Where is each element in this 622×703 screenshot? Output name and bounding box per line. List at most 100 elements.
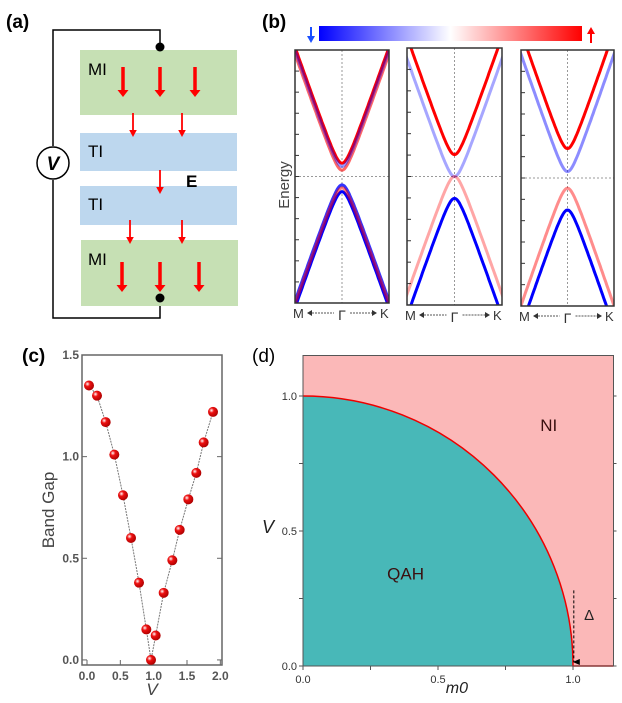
y-tick-label: 1.0 [62,450,79,464]
k-label-k: K [380,306,389,321]
band-gap-plot: 0.0 0.5 1.0 1.5 0.0 0.5 1.0 1.5 2.0 Band Gap V [39,348,229,699]
energy-band [295,50,389,165]
energy-band [521,50,614,174]
data-point [150,630,161,641]
panel-a: (a) V MI TI TI MI E [6,12,238,319]
data-point [146,654,156,665]
plot-frame [302,355,614,667]
x-tick-label: 0.0 [79,669,96,683]
panel-c-label: (c) [22,346,45,367]
field-label: E [186,172,197,191]
arrow-left-icon [533,313,538,319]
k-label-m: M [293,306,304,321]
circuit-wire [52,29,161,319]
layer-label-ti-top: TI [88,142,103,161]
energy-band [526,50,609,151]
phase-boundary [302,395,614,667]
bands [521,50,614,306]
arrow-head [126,237,134,244]
arrow-down-icon [307,27,315,43]
magnetization-arrow-large [154,262,166,292]
arrow-head [116,285,128,292]
contact-dot-top [155,42,165,52]
bands [295,50,389,303]
delta-label: Δ [584,607,594,624]
magnetization-arrow-small [129,113,137,137]
y-tick-label: 1.5 [62,348,79,362]
panel-d: (d) 0.0 0.5 1.0 0.0 0.5 1.0 Vm0 QAH NI Δ [252,346,617,697]
data-point [109,449,120,460]
data-point [126,532,136,543]
voltmeter-icon [36,146,70,180]
magnetization-arrow-small [126,220,134,244]
energy-band [295,50,389,168]
arrow-right-icon [485,312,490,318]
data-point [134,577,144,588]
arrow-right-icon [372,310,377,316]
arrow-head [154,90,166,97]
panel-d-label: (d) [252,346,275,367]
k-label-k: K [493,308,502,323]
magnetization-arrow-large [116,262,128,292]
energy-band [407,174,502,299]
energy-band [521,186,614,306]
magnetization-arrow-small [178,220,186,244]
k-label-m: M [519,309,530,324]
arrow-head [154,285,166,292]
magnetization-arrow-large [193,262,205,292]
k-label-gamma: Γ [564,310,572,326]
arrow-up-icon [587,27,595,43]
data-point [191,467,202,478]
energy-band [295,50,389,172]
voltage-label: V [47,154,61,175]
magnetization-arrow-small [156,170,164,194]
x-tick-label: 0.0 [295,674,310,686]
x-tick-label: 0.5 [430,674,445,686]
panel-c: (c) 0.0 0.5 1.0 1.5 0.0 0.5 1.0 1.5 2.0 Band Gap V [22,346,229,699]
data-point [84,380,94,391]
layer-label-mi-bottom: MI [88,250,107,269]
arrow-head [156,187,164,194]
energy-axis-label: Energy [276,161,293,209]
y-axis-label: Band Gap [39,472,58,549]
k-label-gamma: Γ [451,309,459,325]
y-tick-label: 0.5 [282,526,297,538]
y-tick-label: 0.0 [62,653,79,667]
ti-layer-bottom [80,186,237,225]
panel-b-label: (b) [262,12,286,33]
arrow-head [117,90,129,97]
arrow-head [129,130,137,137]
k-label-gamma: Γ [338,307,346,323]
arrow-left-icon [419,312,424,318]
data-point [100,417,111,428]
magnetization-arrow-large [154,67,166,97]
panel-b: (b) Energy M Γ K M Γ K M Γ K [262,12,615,326]
energy-band [407,54,502,179]
x-axis-label: V [146,680,159,699]
magnetization-arrow-large [189,67,201,97]
ti-layer-top [80,133,237,171]
energy-band [409,48,500,157]
y-tick-label: 0.0 [282,661,297,673]
data-point [158,587,169,598]
layer-label-mi-top: MI [88,60,107,79]
data-point [141,624,152,635]
region-label-qah: QAH [387,565,424,584]
spin-colorbar [319,26,582,41]
arrow-right-icon [597,313,602,319]
energy-band [526,208,609,306]
energy-band [409,196,500,305]
data-point [183,494,194,505]
x-axis-label: m0 [446,680,468,697]
bands [407,48,502,305]
plot-frame [81,354,223,666]
x-tick-label: 0.5 [112,669,129,683]
phase-diagram: 0.0 0.5 1.0 0.0 0.5 1.0 Vm0 QAH NI Δ [262,355,617,697]
arrow-left-icon [307,310,312,316]
magnetization-arrow-large [117,67,129,97]
region-label-ni: NI [540,416,557,435]
y-axis-label: V [262,517,276,537]
